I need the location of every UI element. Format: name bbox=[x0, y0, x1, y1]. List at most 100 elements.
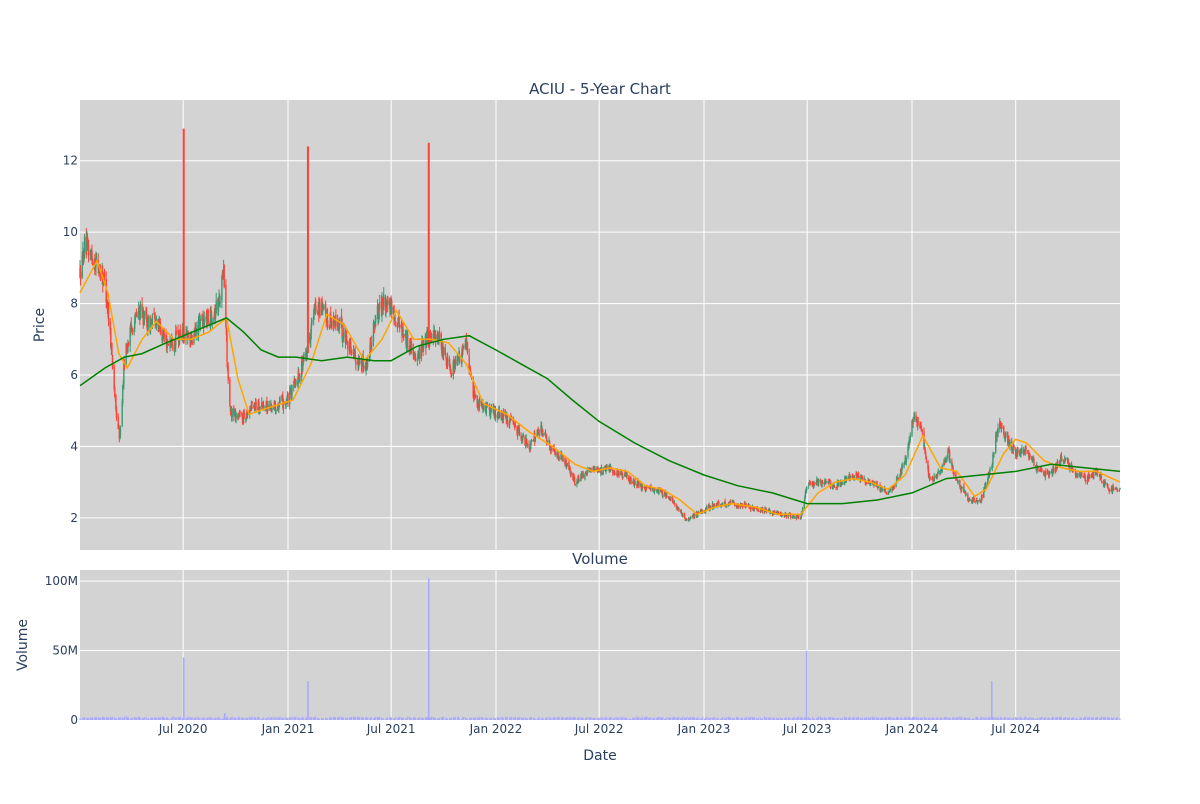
candle-body bbox=[444, 347, 446, 355]
volume-bar bbox=[347, 717, 349, 720]
candle-body bbox=[1101, 480, 1103, 483]
volume-bar bbox=[427, 717, 429, 720]
candle-body bbox=[292, 385, 295, 387]
volume-bar bbox=[295, 716, 297, 720]
candle-body bbox=[474, 394, 477, 398]
volume-bar bbox=[538, 718, 540, 720]
volume-bar bbox=[173, 716, 175, 720]
volume-bar bbox=[1044, 716, 1046, 720]
volume-bar bbox=[469, 717, 471, 720]
candle-body bbox=[406, 331, 408, 336]
volume-bar bbox=[466, 718, 469, 720]
candle-body bbox=[489, 411, 492, 418]
x-tick-label: Jan 2024 bbox=[885, 722, 939, 736]
candle-body bbox=[1065, 459, 1067, 461]
volume-bar bbox=[1041, 716, 1043, 720]
candle-body bbox=[576, 480, 579, 483]
candle-body bbox=[530, 442, 532, 449]
candle-body bbox=[659, 488, 662, 492]
candle-body bbox=[316, 312, 319, 314]
candle-body bbox=[115, 408, 118, 418]
candle-body bbox=[278, 403, 280, 410]
candle-body bbox=[453, 359, 455, 366]
candle-body bbox=[410, 344, 413, 349]
candle-body bbox=[824, 480, 826, 485]
candle-body bbox=[945, 457, 947, 463]
candle-body bbox=[656, 489, 658, 491]
candle-body bbox=[841, 482, 844, 485]
volume-bar bbox=[187, 716, 189, 720]
candle-body bbox=[169, 341, 172, 346]
volume-bar bbox=[542, 718, 544, 720]
candle-body bbox=[258, 401, 260, 410]
candle-body bbox=[801, 507, 804, 514]
volume-bar bbox=[107, 718, 110, 720]
candle-body bbox=[366, 362, 368, 370]
candle-body bbox=[306, 350, 308, 356]
candle-body bbox=[756, 508, 759, 510]
candle-body bbox=[992, 454, 994, 465]
candle-body bbox=[233, 407, 235, 417]
volume-bar bbox=[1117, 717, 1119, 720]
candle-body bbox=[493, 406, 495, 414]
candle-body bbox=[163, 334, 166, 337]
volume-y-tick-label: 0 bbox=[70, 713, 78, 727]
volume-bar bbox=[474, 717, 477, 720]
volume-bar bbox=[139, 718, 142, 720]
volume-bar bbox=[554, 717, 556, 720]
volume-bar bbox=[253, 716, 255, 720]
volume-bar bbox=[327, 718, 329, 720]
candle-body bbox=[895, 478, 898, 484]
candle-body bbox=[432, 333, 435, 339]
candle-body bbox=[645, 487, 647, 490]
candle-body bbox=[666, 495, 668, 498]
candle-body bbox=[417, 353, 419, 359]
x-tick-label: Jul 2024 bbox=[990, 722, 1040, 736]
volume-bar bbox=[419, 717, 421, 720]
candle-body bbox=[969, 499, 971, 501]
candle-body bbox=[534, 436, 537, 442]
candle-body bbox=[981, 494, 983, 499]
candle-body bbox=[793, 516, 796, 519]
volume-bar bbox=[617, 717, 620, 720]
candle-body bbox=[233, 412, 236, 416]
candle-body bbox=[313, 306, 315, 314]
candle-body bbox=[275, 410, 277, 413]
candle-body bbox=[397, 322, 399, 325]
volume-bar bbox=[1059, 716, 1061, 720]
volume-bar bbox=[917, 717, 919, 720]
axis-tick-labels: Jul 2020 Jan 2021 Jul 2021 Jan 2022 Jul 2022… bbox=[45, 154, 1040, 736]
candle-body bbox=[130, 324, 132, 328]
candle-body bbox=[951, 461, 953, 467]
candle-body bbox=[852, 476, 855, 478]
volume-bar bbox=[869, 717, 871, 720]
candle-body bbox=[320, 303, 323, 316]
candle-body bbox=[1079, 475, 1081, 478]
candle-body bbox=[1053, 469, 1055, 472]
volume-bar bbox=[614, 717, 616, 720]
candle-body bbox=[510, 419, 513, 421]
price-y-tick-label: 2 bbox=[70, 511, 78, 525]
candle-body bbox=[544, 432, 547, 435]
volume-plot-background bbox=[80, 570, 1120, 720]
volume-bar bbox=[155, 717, 157, 720]
volume-y-tick-label: 100M bbox=[45, 574, 78, 588]
candle-body bbox=[237, 414, 239, 419]
volume-bar bbox=[442, 716, 445, 720]
volume-bar bbox=[662, 717, 664, 720]
candle-body bbox=[1007, 432, 1009, 444]
volume-bar bbox=[520, 717, 522, 720]
candle-body bbox=[1116, 488, 1118, 491]
candle-body bbox=[83, 256, 85, 261]
volume-bar bbox=[273, 716, 275, 720]
candle-body bbox=[113, 366, 115, 390]
volume-bar bbox=[283, 717, 285, 720]
candle-body bbox=[908, 439, 910, 445]
volume-bar bbox=[654, 719, 656, 720]
candle-body bbox=[429, 331, 432, 340]
candle-body bbox=[526, 443, 529, 446]
candle-body bbox=[249, 409, 251, 415]
candle-body bbox=[817, 480, 820, 487]
volume-bar bbox=[1021, 717, 1023, 720]
volume-bar bbox=[113, 717, 115, 720]
